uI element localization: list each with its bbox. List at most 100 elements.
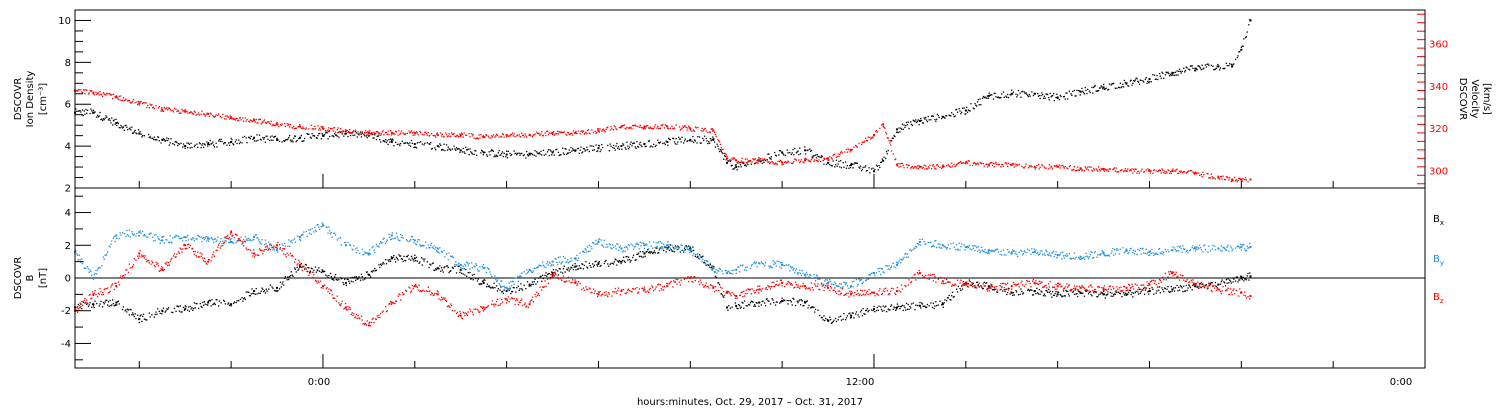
velocity-dot	[1202, 171, 1204, 173]
by-dot	[537, 266, 540, 268]
by-dot	[1203, 245, 1205, 247]
velocity-dot	[1140, 170, 1142, 172]
velocity-point	[1249, 178, 1252, 181]
velocity-dot	[961, 162, 964, 164]
by-dot	[327, 232, 329, 234]
ion-density-dot	[700, 142, 702, 144]
bx-dot	[452, 267, 454, 269]
by-dot	[950, 243, 952, 245]
velocity-dot	[541, 131, 543, 133]
bx-dot	[739, 305, 741, 307]
ion-density-dot	[787, 152, 789, 154]
ion-density-dot	[1052, 93, 1055, 95]
by-dot	[543, 266, 545, 268]
ion-density-dot	[1199, 66, 1201, 68]
by-dot	[597, 239, 600, 241]
velocity-dot	[653, 126, 656, 128]
velocity-dot	[890, 144, 892, 146]
by-dot	[792, 269, 794, 271]
ion-density-dot	[807, 149, 809, 151]
ion-density-dot	[860, 165, 862, 167]
by-dot	[264, 239, 267, 241]
velocity-point	[781, 161, 784, 164]
velocity-dot	[536, 131, 538, 133]
bx-dot	[332, 278, 334, 280]
velocity-dot	[711, 128, 713, 130]
by-dot	[143, 234, 145, 236]
ion-density-dot	[533, 154, 535, 156]
velocity-dot	[1238, 177, 1240, 179]
bx-dot	[1176, 284, 1178, 287]
by-dot	[1154, 253, 1156, 255]
velocity-dot	[398, 130, 400, 132]
velocity-point	[92, 91, 95, 94]
by-dot	[319, 228, 321, 230]
bx-dot	[87, 305, 90, 308]
bx-dot	[1096, 296, 1098, 298]
velocity-dot	[125, 98, 127, 100]
velocity-dot	[101, 94, 103, 96]
ion-density-dot	[154, 139, 156, 141]
velocity-dot	[1108, 170, 1110, 172]
bx-dot	[1061, 296, 1063, 298]
ion-density-dot	[931, 115, 934, 117]
bx-dot	[947, 297, 949, 299]
ion-density-dot	[206, 141, 208, 143]
by-dot	[769, 265, 772, 267]
velocity-dot	[237, 120, 239, 122]
bx-dot	[867, 311, 869, 313]
velocity-dot	[1018, 163, 1020, 166]
by-dot	[874, 274, 876, 277]
by-dot	[225, 240, 227, 242]
ion-density-dot	[1101, 86, 1103, 88]
velocity-dot	[364, 132, 366, 134]
velocity-dot	[388, 133, 390, 135]
ion-density-dot	[178, 143, 181, 145]
velocity-dot	[425, 131, 427, 133]
density-axis-label-3: [cm⁻³]	[38, 83, 49, 115]
bx-dot	[800, 299, 802, 301]
velocity-dot	[227, 116, 229, 118]
bx-dot	[1030, 289, 1032, 291]
ion-density-dot	[157, 136, 160, 139]
bx-dot	[610, 262, 612, 264]
bx-dot	[659, 247, 661, 249]
bx-dot	[1067, 290, 1069, 292]
ion-density-dot	[208, 144, 211, 146]
bx-dot	[657, 252, 659, 254]
ion-density-dot	[875, 164, 878, 166]
by-dot	[113, 235, 115, 237]
by-dot	[476, 264, 478, 266]
bx-dot	[535, 283, 537, 285]
bx-dot	[949, 299, 951, 301]
by-dot	[832, 283, 834, 286]
by-dot	[709, 262, 711, 264]
ion-density-dot	[754, 163, 756, 165]
bx-dot	[784, 299, 786, 302]
velocity-dot	[495, 135, 497, 137]
ion-density-dot	[624, 147, 626, 149]
ion-density-dot	[928, 119, 930, 121]
by-dot	[956, 243, 958, 246]
bx-dot	[1027, 288, 1030, 290]
velocity-dot	[178, 112, 181, 114]
by-dot	[1148, 254, 1150, 256]
bx-dot	[767, 300, 769, 302]
by-dot	[772, 260, 774, 262]
by-dot	[1097, 254, 1099, 256]
by-dot	[878, 270, 880, 273]
bz-point	[758, 288, 761, 291]
velocity-dot	[906, 166, 909, 169]
bx-dot	[874, 311, 876, 313]
velocity-dot	[166, 107, 168, 109]
velocity-dot	[369, 130, 371, 132]
ion-density-dot	[1224, 67, 1226, 69]
bx-point	[253, 290, 256, 293]
bx-dot	[91, 306, 93, 308]
velocity-dot	[603, 130, 605, 132]
by-dot	[744, 266, 747, 269]
velocity-dot	[582, 131, 584, 133]
by-dot	[809, 274, 811, 276]
by-dot	[570, 257, 572, 259]
ion-density-point	[895, 128, 898, 131]
